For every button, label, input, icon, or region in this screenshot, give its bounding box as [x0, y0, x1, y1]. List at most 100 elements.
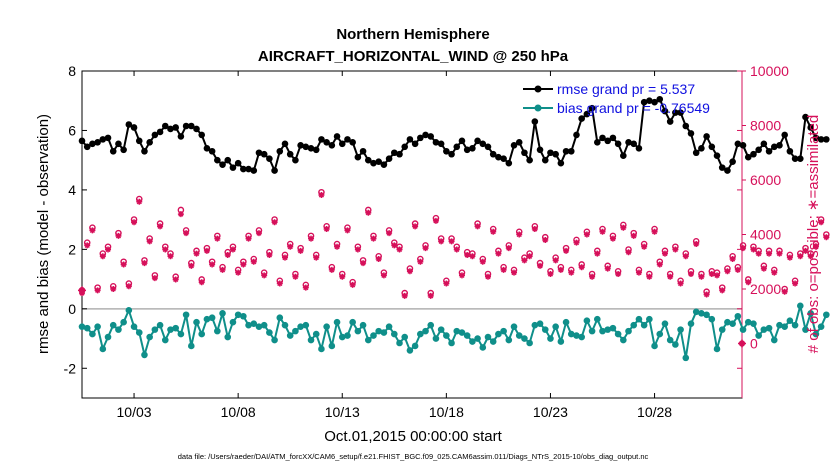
bias-point [479, 344, 487, 351]
rmse-point [130, 124, 138, 131]
obs-assimilated-point [235, 269, 242, 276]
obs-assimilated-point [531, 226, 538, 233]
legend-item-bias: bias grand pr = -0.76549 [523, 100, 710, 116]
bias-point [83, 324, 91, 332]
bias-point [495, 330, 502, 338]
rmse-point [141, 147, 148, 155]
obs-assimilated-point [698, 273, 705, 280]
rmse-point [182, 122, 190, 130]
bias-point [151, 326, 159, 333]
rmse-point [567, 147, 575, 155]
obs-assimilated-point [609, 235, 616, 242]
rmse-point [281, 140, 289, 148]
rmse-point [198, 131, 206, 139]
rmse-point [302, 143, 310, 151]
rmse-point [526, 156, 533, 164]
obs-assimilated-point [469, 253, 476, 260]
bias-point [718, 326, 726, 333]
chart-title: Northern Hemisphere [336, 26, 489, 43]
rmse-point [489, 150, 497, 158]
obs-assimilated-point [209, 261, 216, 268]
rmse-point [437, 140, 445, 148]
bias-point [135, 329, 143, 336]
rmse-point [177, 133, 185, 140]
rmse-point [656, 95, 664, 103]
bias-point [448, 339, 455, 347]
bias-point [370, 332, 377, 339]
rmse-point [620, 152, 627, 160]
legend-label-bias: bias grand pr = -0.76549 [557, 100, 710, 116]
bias-point [417, 330, 424, 338]
rmse-point [120, 146, 127, 154]
rmse-point [474, 137, 481, 145]
obs-assimilated-point [177, 211, 184, 218]
rmse-point [599, 134, 606, 142]
obs-assimilated-point [500, 266, 507, 273]
bias-point [625, 327, 632, 335]
bias-point [406, 347, 414, 354]
x-tick-label: 10/23 [533, 404, 568, 420]
obs-assimilated-point [380, 272, 387, 279]
plot-area: -2 0 2 4 6 8 0 2000 4000 6000 8000 10000 10/03 10/08 1… [64, 63, 830, 420]
rmse-point [245, 165, 252, 173]
obs-assimilated-point [386, 230, 393, 237]
rmse-point [161, 122, 169, 130]
bias-point [266, 329, 273, 336]
obs-assimilated-point [802, 247, 809, 254]
obs-assimilated-point [146, 238, 153, 245]
bias-point [557, 338, 565, 345]
bias-point [531, 321, 539, 329]
bias-point [661, 320, 669, 327]
obs-assimilated-point [438, 238, 445, 245]
bias-point [484, 333, 492, 341]
bias-point [770, 336, 778, 344]
obs-assimilated-point [823, 234, 830, 241]
y-tick-label-right: 2000 [750, 281, 781, 297]
obs-assimilated-point [589, 273, 596, 280]
bias-point [271, 336, 278, 344]
bias-point [469, 338, 476, 345]
bias-point [776, 321, 783, 329]
bias-point [255, 323, 263, 330]
obs-assimilated-point [557, 266, 564, 273]
rmse-point [515, 139, 523, 146]
bias-point [245, 321, 252, 329]
bias-point [286, 332, 294, 339]
bias-point [708, 315, 716, 323]
bias-point [521, 335, 528, 342]
obs-assimilated-point [360, 260, 367, 267]
rmse-point [266, 155, 273, 162]
bias-point [703, 311, 710, 319]
rmse-point [318, 136, 325, 143]
rmse-point [609, 134, 617, 142]
bias-point [729, 320, 736, 327]
obs-assimilated-point [729, 256, 736, 263]
bias-point [599, 327, 606, 335]
obs-assimilated-point [511, 269, 518, 276]
obs-assimilated-point [495, 250, 502, 257]
rmse-point [354, 153, 362, 161]
bias-point [338, 333, 346, 341]
obs-assimilated-point [766, 250, 773, 257]
obs-assimilated-point [776, 250, 783, 257]
bias-point [125, 307, 133, 314]
obs-assimilated-point [323, 226, 330, 233]
obs-assimilated-point [224, 251, 231, 258]
bias-point [78, 323, 86, 330]
bias-point [219, 309, 226, 317]
bias-point [422, 327, 429, 335]
rmse-point [83, 143, 91, 151]
rmse-point [692, 149, 700, 157]
bias-point [541, 326, 549, 333]
rmse-point [505, 159, 513, 167]
rmse-point [312, 146, 320, 154]
obs-assimilated-point [432, 217, 439, 224]
obs-assimilated-point [714, 272, 721, 279]
bias-point [807, 309, 815, 317]
rmse-point [562, 147, 570, 155]
obs-assimilated-point [292, 273, 299, 280]
obs-assimilated-point [193, 250, 200, 257]
legend-item-rmse: rmse grand pr = 5.537 [523, 81, 695, 97]
obs-assimilated-point [719, 287, 726, 294]
obs-assimilated-point [672, 246, 679, 253]
